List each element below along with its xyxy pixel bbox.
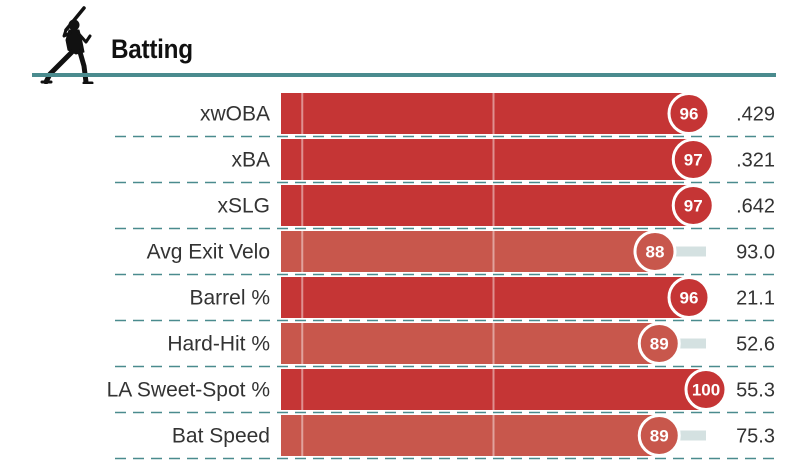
percentile-badge-label: 96	[680, 105, 699, 124]
percentile-badge-label: 88	[646, 243, 665, 262]
percentile-bar	[281, 323, 660, 364]
percentile-bar	[281, 231, 655, 272]
stat-value: 52.6	[736, 334, 775, 356]
percentile-badge	[667, 276, 711, 319]
percentile-badge-label: 89	[650, 427, 669, 446]
baseball-batter-icon	[40, 6, 94, 84]
metric-label: Barrel %	[189, 287, 270, 310]
percentile-bar	[281, 185, 694, 226]
metric-label: xBA	[231, 149, 270, 172]
percentile-badge	[667, 92, 711, 135]
metric-label: LA Sweet-Spot %	[107, 379, 270, 402]
percentile-badge-label: 96	[680, 289, 699, 308]
percentile-badge	[637, 414, 681, 457]
section-title: Batting	[111, 34, 193, 64]
percentile-bar	[281, 93, 689, 134]
percentile-badge	[684, 368, 728, 411]
metric-label: Hard-Hit %	[167, 333, 270, 356]
percentile-badge	[671, 138, 715, 181]
percentile-badge	[671, 184, 715, 227]
stat-value: 93.0	[736, 242, 775, 264]
stat-value: .321	[736, 150, 775, 172]
stat-value: .429	[736, 104, 775, 126]
percentile-badge-label: 97	[684, 197, 703, 216]
percentile-bar	[281, 139, 694, 180]
metric-label: Bat Speed	[172, 425, 270, 448]
percentile-bar	[281, 415, 660, 456]
percentile-badge	[633, 230, 677, 273]
metric-label: xwOBA	[200, 103, 270, 126]
percentile-badge-label: 89	[650, 335, 669, 354]
stat-value: 21.1	[736, 288, 775, 310]
percentile-badge	[637, 322, 681, 365]
percentile-bar	[281, 369, 706, 410]
stat-value: 75.3	[736, 426, 775, 448]
percentile-badge-label: 97	[684, 151, 703, 170]
metric-label: Avg Exit Velo	[147, 241, 270, 264]
stat-value: 55.3	[736, 380, 775, 402]
stat-value: .642	[736, 196, 775, 218]
percentile-badge-label: 100	[692, 381, 720, 400]
metric-label: xSLG	[217, 195, 270, 218]
percentile-bar	[281, 277, 689, 318]
header-divider	[32, 73, 776, 77]
section-header: Batting	[0, 0, 798, 84]
